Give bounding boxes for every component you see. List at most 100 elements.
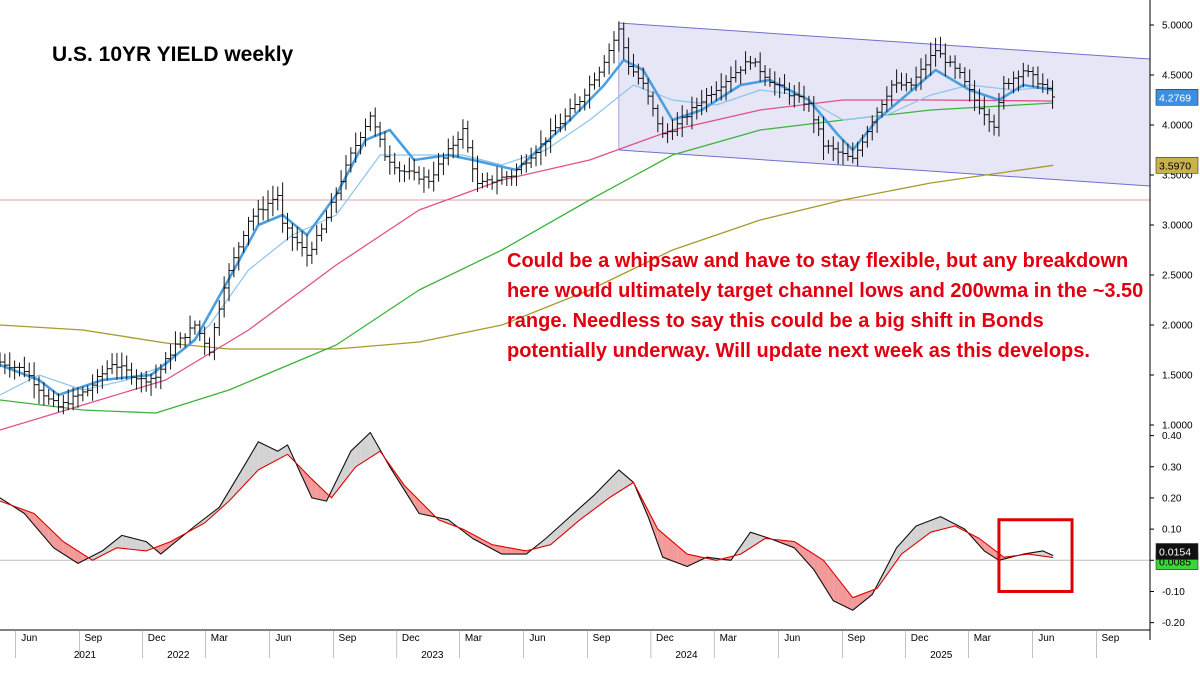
histogram-segment-2023-05-01 xyxy=(501,546,507,555)
histogram-segment-2023-09-11 xyxy=(594,489,600,509)
histogram-segment-2021-07-26 xyxy=(53,532,59,551)
histogram-segment-2023-03-13 xyxy=(467,531,473,539)
histogram-segment-2025-01-13 xyxy=(935,516,941,531)
histogram-segment-2023-04-10 xyxy=(487,542,493,549)
histogram-segment-2022-04-18 xyxy=(238,466,244,491)
price-tick-label-6: 4.0000 xyxy=(1162,121,1193,132)
histogram-segment-2022-08-15 xyxy=(321,488,327,502)
histogram-segment-2023-08-07 xyxy=(570,512,575,529)
price-tick-label-0: 1.0000 xyxy=(1162,421,1193,432)
oscillator-value-label-box xyxy=(1155,543,1199,560)
price-tick-label-7: 4.5000 xyxy=(1162,71,1193,82)
histogram-segment-2023-09-25 xyxy=(604,479,610,502)
oscillator-value-label: 0.0154 xyxy=(1159,546,1191,558)
month-tick-label-17: Sep xyxy=(1101,633,1119,644)
histogram-segment-2025-01-06 xyxy=(930,518,936,533)
histogram-segment-2025-06-09 xyxy=(1037,550,1043,557)
histogram-segment-2024-12-09 xyxy=(911,526,917,547)
oscillator-histogram xyxy=(0,432,1053,611)
histogram-segment-2021-08-30 xyxy=(78,550,83,564)
histogram-segment-2022-04-11 xyxy=(233,474,239,496)
histogram-segment-2021-06-21 xyxy=(29,511,35,525)
histogram-segment-2024-10-28 xyxy=(882,566,887,582)
histogram-segment-2024-11-04 xyxy=(886,557,892,575)
histogram-segment-2024-07-08 xyxy=(804,547,809,565)
last-price-label-box xyxy=(1155,89,1199,106)
price-tick-label-4: 3.0000 xyxy=(1162,221,1193,232)
chart-annotation: Could be a whipsaw and have to stay flex… xyxy=(507,250,1144,362)
histogram-segment-2023-06-26 xyxy=(540,538,546,548)
oscillator-signal-line xyxy=(0,450,1054,599)
histogram-segment-2024-07-22 xyxy=(813,554,819,578)
oscillator-tick-label-6: -0.20 xyxy=(1162,618,1185,629)
histogram-segment-2021-12-27 xyxy=(160,543,166,555)
month-tick-label-3: Mar xyxy=(211,633,229,644)
highlight-box xyxy=(997,518,1074,593)
histogram-segment-2024-12-16 xyxy=(916,524,921,544)
histogram-segment-2022-05-30 xyxy=(268,446,273,465)
histogram-segment-2021-10-18 xyxy=(112,539,117,551)
histogram-segment-2022-10-10 xyxy=(360,437,366,464)
histogram-segment-2024-01-15 xyxy=(682,549,688,567)
histogram-segment-2021-08-23 xyxy=(73,547,78,564)
year-tick-label-2: 2023 xyxy=(421,650,444,661)
month-tick-label-6: Dec xyxy=(402,633,420,644)
histogram-segment-2022-09-19 xyxy=(346,451,351,480)
oscillator-tick-label-5: -0.10 xyxy=(1162,587,1185,598)
histogram-segment-2024-09-02 xyxy=(843,585,848,608)
histogram-segment-2023-04-17 xyxy=(492,544,497,552)
histogram-segment-2022-01-10 xyxy=(170,538,176,546)
histogram-segment-2023-10-30 xyxy=(628,478,634,486)
histogram-segment-2024-06-10 xyxy=(784,540,790,546)
histogram-segment-2021-09-27 xyxy=(97,550,103,558)
histogram-segment-2023-05-15 xyxy=(511,548,517,555)
moving-average-200w xyxy=(0,164,1054,350)
histogram-segment-2023-05-08 xyxy=(506,547,512,555)
month-tick-label-2: Dec xyxy=(148,633,166,644)
histogram-segment-2023-12-04 xyxy=(653,519,658,544)
histogram-segment-2022-10-03 xyxy=(355,441,361,467)
histogram-segment-2022-08-29 xyxy=(331,481,337,498)
histogram-segment-2023-09-18 xyxy=(599,484,605,506)
month-tick-label-16: Jun xyxy=(1038,633,1054,644)
year-tick-label-3: 2024 xyxy=(675,650,698,661)
histogram-segment-2024-11-11 xyxy=(891,547,897,568)
histogram-segment-2021-11-08 xyxy=(126,536,132,550)
year-tick-label-4: 2025 xyxy=(930,650,953,661)
channel-upper-line xyxy=(618,22,1151,60)
channel-lower-line xyxy=(618,149,1151,187)
oscillator-tick-label-1: 0.30 xyxy=(1162,462,1182,473)
month-tick-label-5: Sep xyxy=(339,633,357,644)
histogram-segment-2021-09-06 xyxy=(82,554,88,561)
month-tick-label-4: Jun xyxy=(275,633,291,644)
histogram-segment-2024-04-15 xyxy=(745,532,751,551)
histogram-segment-2021-11-29 xyxy=(141,540,147,551)
histogram-segment-2025-01-20 xyxy=(940,516,946,530)
histogram-segment-2022-07-25 xyxy=(307,474,312,498)
histogram-segment-2022-09-12 xyxy=(341,461,346,486)
histogram-segment-2024-02-05 xyxy=(696,556,702,562)
histogram-segment-2021-09-20 xyxy=(92,553,98,561)
month-tick-label-9: Sep xyxy=(593,633,611,644)
histogram-segment-2023-10-02 xyxy=(609,474,614,498)
oscillator-fast-line xyxy=(0,431,1054,611)
histogram-segment-2024-08-26 xyxy=(838,579,843,606)
histogram-segment-2023-01-02 xyxy=(419,500,424,515)
histogram-segment-2024-09-30 xyxy=(862,592,868,603)
histogram-segment-2022-02-21 xyxy=(199,518,205,526)
histogram-segment-2023-08-14 xyxy=(575,507,580,524)
histogram-segment-2023-08-21 xyxy=(579,503,585,520)
price-tick-label-8: 5.0000 xyxy=(1162,21,1193,32)
histogram-segment-2024-08-19 xyxy=(833,572,839,604)
histogram-segment-2022-05-09 xyxy=(253,441,259,476)
price-tick-label-1: 1.5000 xyxy=(1162,371,1193,382)
histogram-segment-2023-12-11 xyxy=(657,529,663,558)
price-tick-label-2: 2.0000 xyxy=(1162,321,1193,332)
oscillator-tick-label-0: 0.40 xyxy=(1162,431,1182,442)
month-tick-label-10: Dec xyxy=(656,633,674,644)
histogram-segment-2023-03-27 xyxy=(477,536,483,544)
histogram-segment-2024-04-22 xyxy=(750,532,756,548)
month-tick-label-15: Mar xyxy=(974,633,992,644)
histogram-segment-2022-05-16 xyxy=(258,441,264,470)
